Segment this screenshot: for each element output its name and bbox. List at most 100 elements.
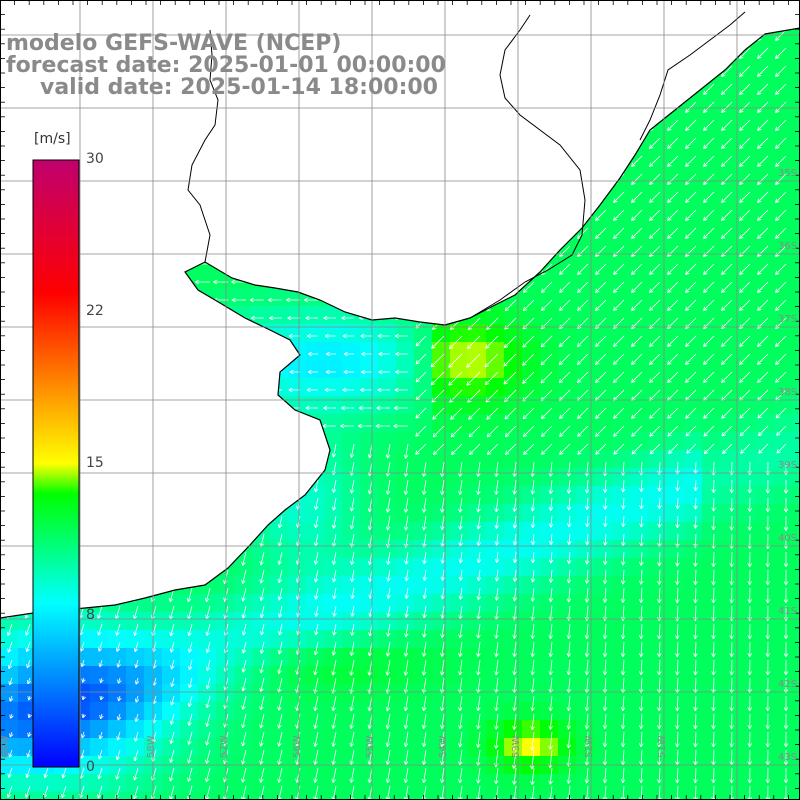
wind-speed-cell xyxy=(108,684,127,703)
wind-speed-cell xyxy=(522,288,541,307)
wind-speed-cell xyxy=(666,576,685,595)
wind-speed-cell xyxy=(486,558,505,577)
wind-speed-cell xyxy=(702,450,721,469)
wind-speed-cell xyxy=(396,594,415,613)
wind-arrow xyxy=(9,695,14,702)
wind-arrow xyxy=(711,767,716,784)
wind-arrow xyxy=(638,749,644,766)
wind-arrow xyxy=(721,245,733,257)
wind-arrow xyxy=(341,405,354,411)
wind-arrow xyxy=(98,731,103,740)
wind-speed-cell xyxy=(18,720,37,739)
wind-speed-cell xyxy=(774,378,793,397)
wind-speed-cell xyxy=(756,648,775,667)
wind-speed-cell xyxy=(198,720,217,739)
wind-arrow xyxy=(26,677,32,685)
wind-speed-cell xyxy=(540,486,559,505)
wind-speed-cell xyxy=(612,324,631,343)
wind-speed-cell xyxy=(360,486,379,505)
wind-arrow xyxy=(739,299,751,311)
wind-arrow xyxy=(757,407,769,419)
wind-arrow xyxy=(739,227,751,239)
wind-arrow xyxy=(439,749,445,766)
wind-arrow xyxy=(403,731,409,747)
wind-speed-cell xyxy=(630,360,649,379)
wind-speed-cell xyxy=(216,666,235,685)
wind-arrow xyxy=(394,333,408,339)
wind-speed-cell xyxy=(576,414,595,433)
wind-speed-cell xyxy=(162,774,181,793)
wind-speed-cell xyxy=(306,360,325,379)
wind-arrow xyxy=(439,641,445,657)
wind-speed-cell xyxy=(432,378,451,397)
wind-arrow xyxy=(512,695,517,712)
wind-arrow xyxy=(675,533,680,548)
wind-speed-cell xyxy=(792,666,800,685)
wind-speed-cell xyxy=(756,594,775,613)
wind-arrow xyxy=(458,659,463,676)
wind-arrow xyxy=(259,587,265,602)
wind-speed-cell xyxy=(630,396,649,415)
wind-speed-cell xyxy=(288,648,307,667)
wind-arrow xyxy=(595,353,607,365)
wind-arrow xyxy=(259,659,265,674)
wind-arrow xyxy=(657,515,662,528)
wind-speed-cell xyxy=(792,144,800,163)
wind-arrow xyxy=(27,695,32,701)
wind-speed-cell xyxy=(342,540,361,559)
wind-arrow xyxy=(504,407,517,420)
wind-speed-cell xyxy=(738,342,757,361)
wind-speed-cell xyxy=(396,630,415,649)
wind-arrow xyxy=(259,677,265,693)
wind-arrow xyxy=(205,713,211,727)
wind-arrow xyxy=(783,497,789,513)
wind-arrow xyxy=(432,407,445,420)
latitude-label: 40S xyxy=(778,533,797,544)
wind-arrow xyxy=(757,425,769,437)
wind-arrow xyxy=(494,767,499,785)
wind-arrow xyxy=(548,461,554,477)
longitude-label: 54W xyxy=(438,735,449,758)
wind-speed-cell xyxy=(342,576,361,595)
wind-speed-cell xyxy=(198,630,217,649)
wind-speed-cell xyxy=(666,324,685,343)
coastline-path xyxy=(0,27,800,619)
wind-arrow xyxy=(613,281,625,293)
wind-speed-cell xyxy=(756,558,775,577)
wind-arrow xyxy=(332,623,337,636)
wind-speed-cell xyxy=(666,486,685,505)
wind-arrow xyxy=(631,281,643,293)
wind-arrow xyxy=(486,443,499,456)
wind-arrow xyxy=(386,605,391,618)
wind-speed-cell xyxy=(270,288,289,307)
wind-speed-cell xyxy=(666,540,685,559)
wind-arrow xyxy=(448,335,463,350)
wind-arrow xyxy=(693,587,698,604)
wind-speed-cell xyxy=(306,720,325,739)
wind-speed-cell xyxy=(792,702,800,721)
wind-arrow xyxy=(277,767,283,783)
wind-speed-cell xyxy=(594,522,613,541)
colorbar-tick-label: 15 xyxy=(86,455,104,471)
wind-speed-cell xyxy=(360,540,379,559)
wind-speed-cell xyxy=(558,360,577,379)
wind-speed-cell xyxy=(324,738,343,757)
wind-arrow xyxy=(783,641,789,658)
wind-arrow xyxy=(503,335,517,349)
wind-speed-cell xyxy=(702,432,721,451)
wind-arrow xyxy=(81,677,86,683)
wind-speed-cell xyxy=(432,576,451,595)
wind-arrow xyxy=(114,605,121,620)
wind-arrow xyxy=(584,767,590,784)
wind-speed-cell xyxy=(576,432,595,451)
wind-arrow xyxy=(739,353,751,365)
wind-speed-cell xyxy=(234,558,253,577)
wind-arrow xyxy=(422,605,427,619)
wind-speed-cell xyxy=(666,450,685,469)
wind-speed-cell xyxy=(378,360,397,379)
wind-arrow xyxy=(458,569,464,581)
wind-arrow xyxy=(584,479,590,494)
wind-arrow xyxy=(649,137,661,149)
wind-speed-cell xyxy=(594,648,613,667)
wind-speed-cell xyxy=(792,198,800,217)
